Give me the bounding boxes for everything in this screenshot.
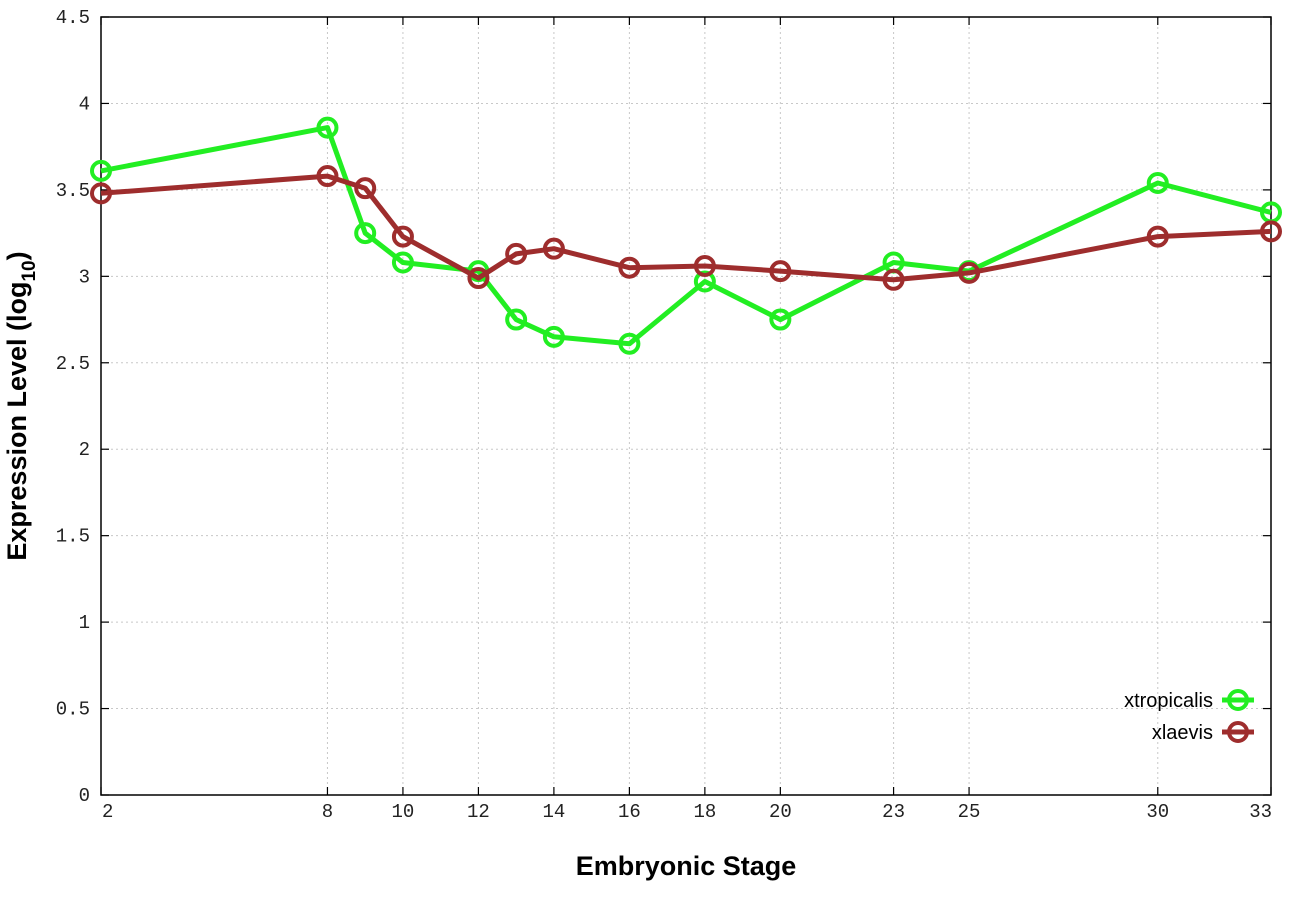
legend-label: xlaevis <box>1152 722 1213 744</box>
data-point-xlaevis <box>958 261 981 284</box>
x-tick-label: 23 <box>882 801 905 823</box>
series-line-xtropicalis <box>100 125 1272 347</box>
axis-ticks: 0 0.5 1 1.5 2 2.5 3 3.5 4 4.5 2 8 10 12 14 16 18 20 23 25 30… <box>56 7 1272 823</box>
series-line-xlaevis <box>100 173 1272 283</box>
data-point-xlaevis <box>505 242 528 265</box>
legend: xtropicalis xlaevis <box>1124 689 1254 744</box>
data-point-xlaevis <box>542 237 565 260</box>
data-point-xtropicalis <box>542 325 565 348</box>
data-point-xtropicalis <box>505 308 528 331</box>
y-axis-title-close: ) <box>2 251 32 260</box>
y-tick-label: 4 <box>79 93 90 115</box>
data-point-xlaevis <box>1260 220 1282 243</box>
data-point-xtropicalis <box>693 270 716 293</box>
x-tick-label: 16 <box>618 801 641 823</box>
x-tick-label: 12 <box>467 801 490 823</box>
x-tick-label: 8 <box>322 801 333 823</box>
data-point-xlaevis <box>467 267 490 290</box>
data-point-xlaevis <box>316 165 339 188</box>
series <box>90 116 1282 355</box>
x-tick-label: 18 <box>693 801 716 823</box>
data-point-xlaevis <box>769 260 792 283</box>
y-tick-label: 0.5 <box>56 699 90 721</box>
y-tick-label: 2.5 <box>56 353 90 375</box>
x-axis-title: Embryonic Stage <box>576 851 797 881</box>
x-tick-label: 20 <box>769 801 792 823</box>
x-tick-label: 33 <box>1249 801 1272 823</box>
x-tick-label: 14 <box>542 801 565 823</box>
series-xtropicalis <box>90 116 1282 355</box>
y-tick-label: 0 <box>79 785 90 807</box>
data-point-xtropicalis <box>618 332 641 355</box>
x-tick-label: 30 <box>1146 801 1169 823</box>
y-tick-label: 1.5 <box>56 526 90 548</box>
data-point-xtropicalis <box>769 308 792 331</box>
data-point-xlaevis <box>618 256 641 279</box>
data-point-xlaevis <box>882 268 905 291</box>
data-point-xlaevis <box>391 225 414 248</box>
plot-frame <box>100 16 1272 796</box>
legend-marker-swatch <box>1227 689 1249 711</box>
data-point-xtropicalis <box>90 159 112 182</box>
x-tick-label: 25 <box>958 801 981 823</box>
data-point-xlaevis <box>693 254 716 277</box>
data-point-xlaevis <box>90 182 112 205</box>
y-tick-label: 1 <box>79 612 90 634</box>
data-point-xtropicalis <box>354 222 377 245</box>
y-axis-title-main: Expression Level (log <box>2 282 32 561</box>
y-axis-title-subscript: 10 <box>19 260 40 281</box>
x-tick-label: 10 <box>392 801 415 823</box>
grid <box>101 17 1271 795</box>
data-point-xlaevis <box>354 177 377 200</box>
legend-entry-xtropicalis: xtropicalis <box>1124 689 1254 712</box>
y-tick-label: 2 <box>79 439 90 461</box>
y-axis-title: Expression Level (log10) <box>2 251 40 560</box>
legend-label: xtropicalis <box>1124 690 1213 712</box>
legend-entry-xlaevis: xlaevis <box>1152 721 1254 744</box>
y-tick-label: 4.5 <box>56 7 90 29</box>
y-tick-label: 3.5 <box>56 180 90 202</box>
series-xlaevis <box>90 165 1282 291</box>
data-point-xtropicalis <box>391 251 414 274</box>
x-tick-label: 2 <box>102 801 113 823</box>
data-point-xlaevis <box>1146 225 1169 248</box>
y-tick-label: 3 <box>79 266 90 288</box>
legend-marker-swatch <box>1227 721 1249 743</box>
data-point-xtropicalis <box>1146 171 1169 194</box>
data-point-xtropicalis <box>316 116 339 139</box>
